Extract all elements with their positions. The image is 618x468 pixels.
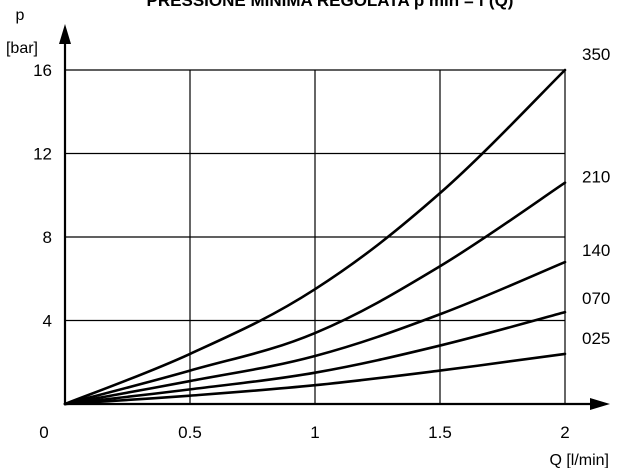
x-tick-label: 2: [560, 423, 569, 442]
y-axis-arrow: [59, 24, 71, 44]
series-curves: [63, 68, 567, 406]
y-tick-label: 12: [33, 145, 52, 164]
x-tick-label: 0.5: [178, 423, 202, 442]
y-tick-label: 8: [43, 228, 52, 247]
series-label-140: 140: [582, 241, 610, 260]
series-curve-210: [63, 181, 567, 406]
x-axis-label: Q [l/min]: [549, 452, 609, 468]
x-axis-arrow: [590, 398, 610, 410]
series-label-070: 070: [582, 289, 610, 308]
y-tick-label: 16: [33, 61, 52, 80]
series-labels: 350 210 140 070 025: [582, 45, 610, 348]
x-tick-label: 1.5: [428, 423, 452, 442]
axes: [59, 24, 610, 410]
series-curve-025: [63, 352, 567, 406]
series-label-350: 350: [582, 45, 610, 64]
y-axis-label-symbol: p: [16, 7, 25, 24]
series-label-025: 025: [582, 329, 610, 348]
x-tick-label: 1: [310, 423, 319, 442]
y-tick-label: 4: [43, 312, 52, 331]
y-axis-label-unit: [bar]: [6, 40, 38, 57]
series-label-210: 210: [582, 168, 610, 187]
grid: [65, 69, 566, 404]
series-curve-350: [63, 68, 567, 406]
x-tick-labels: 0 0.5 1 1.5 2: [39, 423, 569, 442]
y-tick-labels: 4 8 12 16: [33, 61, 52, 331]
chart-title: PRESSIONE MINIMA REGOLATA p min = f (Q): [147, 0, 514, 10]
series-curve-070: [63, 310, 567, 406]
x-tick-label: 0: [39, 423, 48, 442]
series-curve-140: [63, 260, 567, 406]
